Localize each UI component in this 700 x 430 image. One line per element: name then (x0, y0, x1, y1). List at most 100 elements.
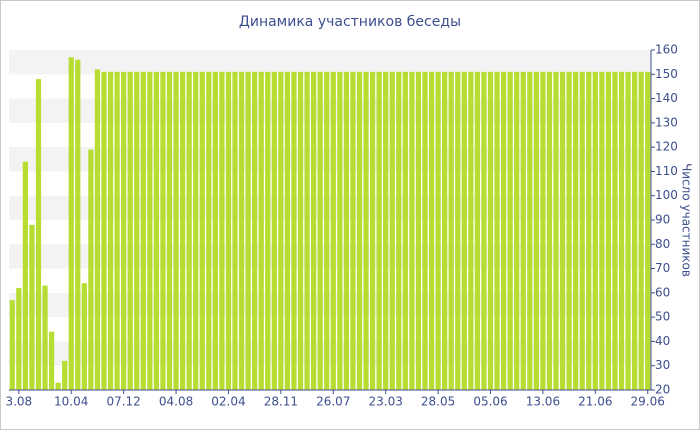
bar (271, 71, 277, 390)
bar (422, 71, 428, 390)
bar (55, 382, 61, 390)
y-tick-label: 70 (655, 261, 670, 275)
y-tick-label: 100 (655, 188, 678, 202)
bars (9, 57, 651, 391)
bar (632, 71, 638, 390)
bar (494, 71, 500, 390)
bar (311, 71, 317, 390)
x-tick-label: 3.08 (5, 395, 32, 409)
bar (455, 71, 461, 390)
bar (107, 71, 114, 390)
bar (337, 71, 343, 390)
bar (238, 71, 245, 390)
x-tick-label: 13.06 (526, 395, 560, 409)
bar (29, 224, 35, 390)
bar (101, 71, 107, 390)
bar (402, 71, 408, 390)
bar (409, 71, 415, 390)
bar (474, 71, 481, 390)
bar (62, 360, 68, 390)
bar (291, 71, 297, 390)
bar (442, 71, 448, 390)
bar (350, 71, 356, 390)
bar (252, 71, 258, 390)
bar (297, 71, 304, 390)
bar (147, 71, 153, 390)
bar (317, 71, 323, 390)
bar (179, 71, 186, 390)
bar (396, 71, 402, 390)
bar (363, 71, 369, 390)
x-tick-label: 02.04 (211, 395, 245, 409)
bar (448, 71, 454, 390)
bar (573, 71, 579, 390)
bar (592, 71, 598, 390)
bar (160, 71, 166, 390)
bar (153, 71, 160, 390)
bar (278, 71, 284, 390)
y-tick-label: 20 (655, 383, 670, 397)
bar (225, 71, 232, 390)
y-tick-label: 50 (655, 310, 670, 324)
bar (88, 149, 94, 390)
y-tick-label: 60 (655, 285, 670, 299)
bar (625, 71, 631, 390)
y-axis-title: Число участников (680, 163, 694, 277)
bar (75, 59, 81, 390)
bar (599, 71, 605, 390)
y-tick-label: 90 (655, 213, 670, 227)
bar (514, 71, 520, 390)
bar (507, 71, 513, 390)
bar (369, 71, 376, 390)
y-tick-label: 80 (655, 237, 670, 251)
bar (618, 71, 625, 390)
x-tick-label: 23.03 (369, 395, 403, 409)
bar (199, 71, 205, 390)
bar (42, 285, 48, 390)
bar (330, 71, 336, 390)
bar (265, 71, 271, 390)
y-tick-label: 120 (655, 140, 678, 154)
bar (487, 71, 494, 390)
bar (527, 71, 533, 390)
bar (586, 71, 592, 390)
bar (94, 69, 101, 390)
bar (520, 71, 526, 390)
bar (546, 71, 553, 390)
bar (245, 71, 251, 390)
bar (121, 71, 127, 390)
x-tick-label: 29.06 (631, 395, 665, 409)
bar (206, 71, 212, 390)
bar (481, 71, 487, 390)
bar (500, 71, 507, 390)
bar (68, 57, 74, 391)
bar (173, 71, 179, 390)
bar (428, 71, 435, 390)
x-tick-label: 05.06 (473, 395, 507, 409)
grid-stripe (9, 50, 651, 75)
x-tick-label: 21.06 (578, 395, 612, 409)
bar (468, 71, 474, 390)
bar (140, 71, 146, 390)
bar (127, 71, 133, 390)
bar (114, 71, 120, 390)
bar (612, 71, 618, 390)
bar (324, 71, 330, 390)
bar (186, 71, 192, 390)
bar (134, 71, 140, 390)
chart-title: Динамика участников беседы (239, 14, 461, 30)
bar (389, 71, 395, 390)
bar (193, 71, 199, 390)
bar (435, 71, 441, 390)
bar (533, 71, 539, 390)
bar (219, 71, 225, 390)
bar (461, 71, 467, 390)
bar (304, 71, 310, 390)
y-tick-label: 110 (655, 164, 678, 178)
y-tick-label: 40 (655, 334, 670, 348)
bar (35, 79, 42, 391)
bar (605, 71, 612, 390)
bar (566, 71, 572, 390)
x-tick-label: 26.07 (316, 395, 350, 409)
